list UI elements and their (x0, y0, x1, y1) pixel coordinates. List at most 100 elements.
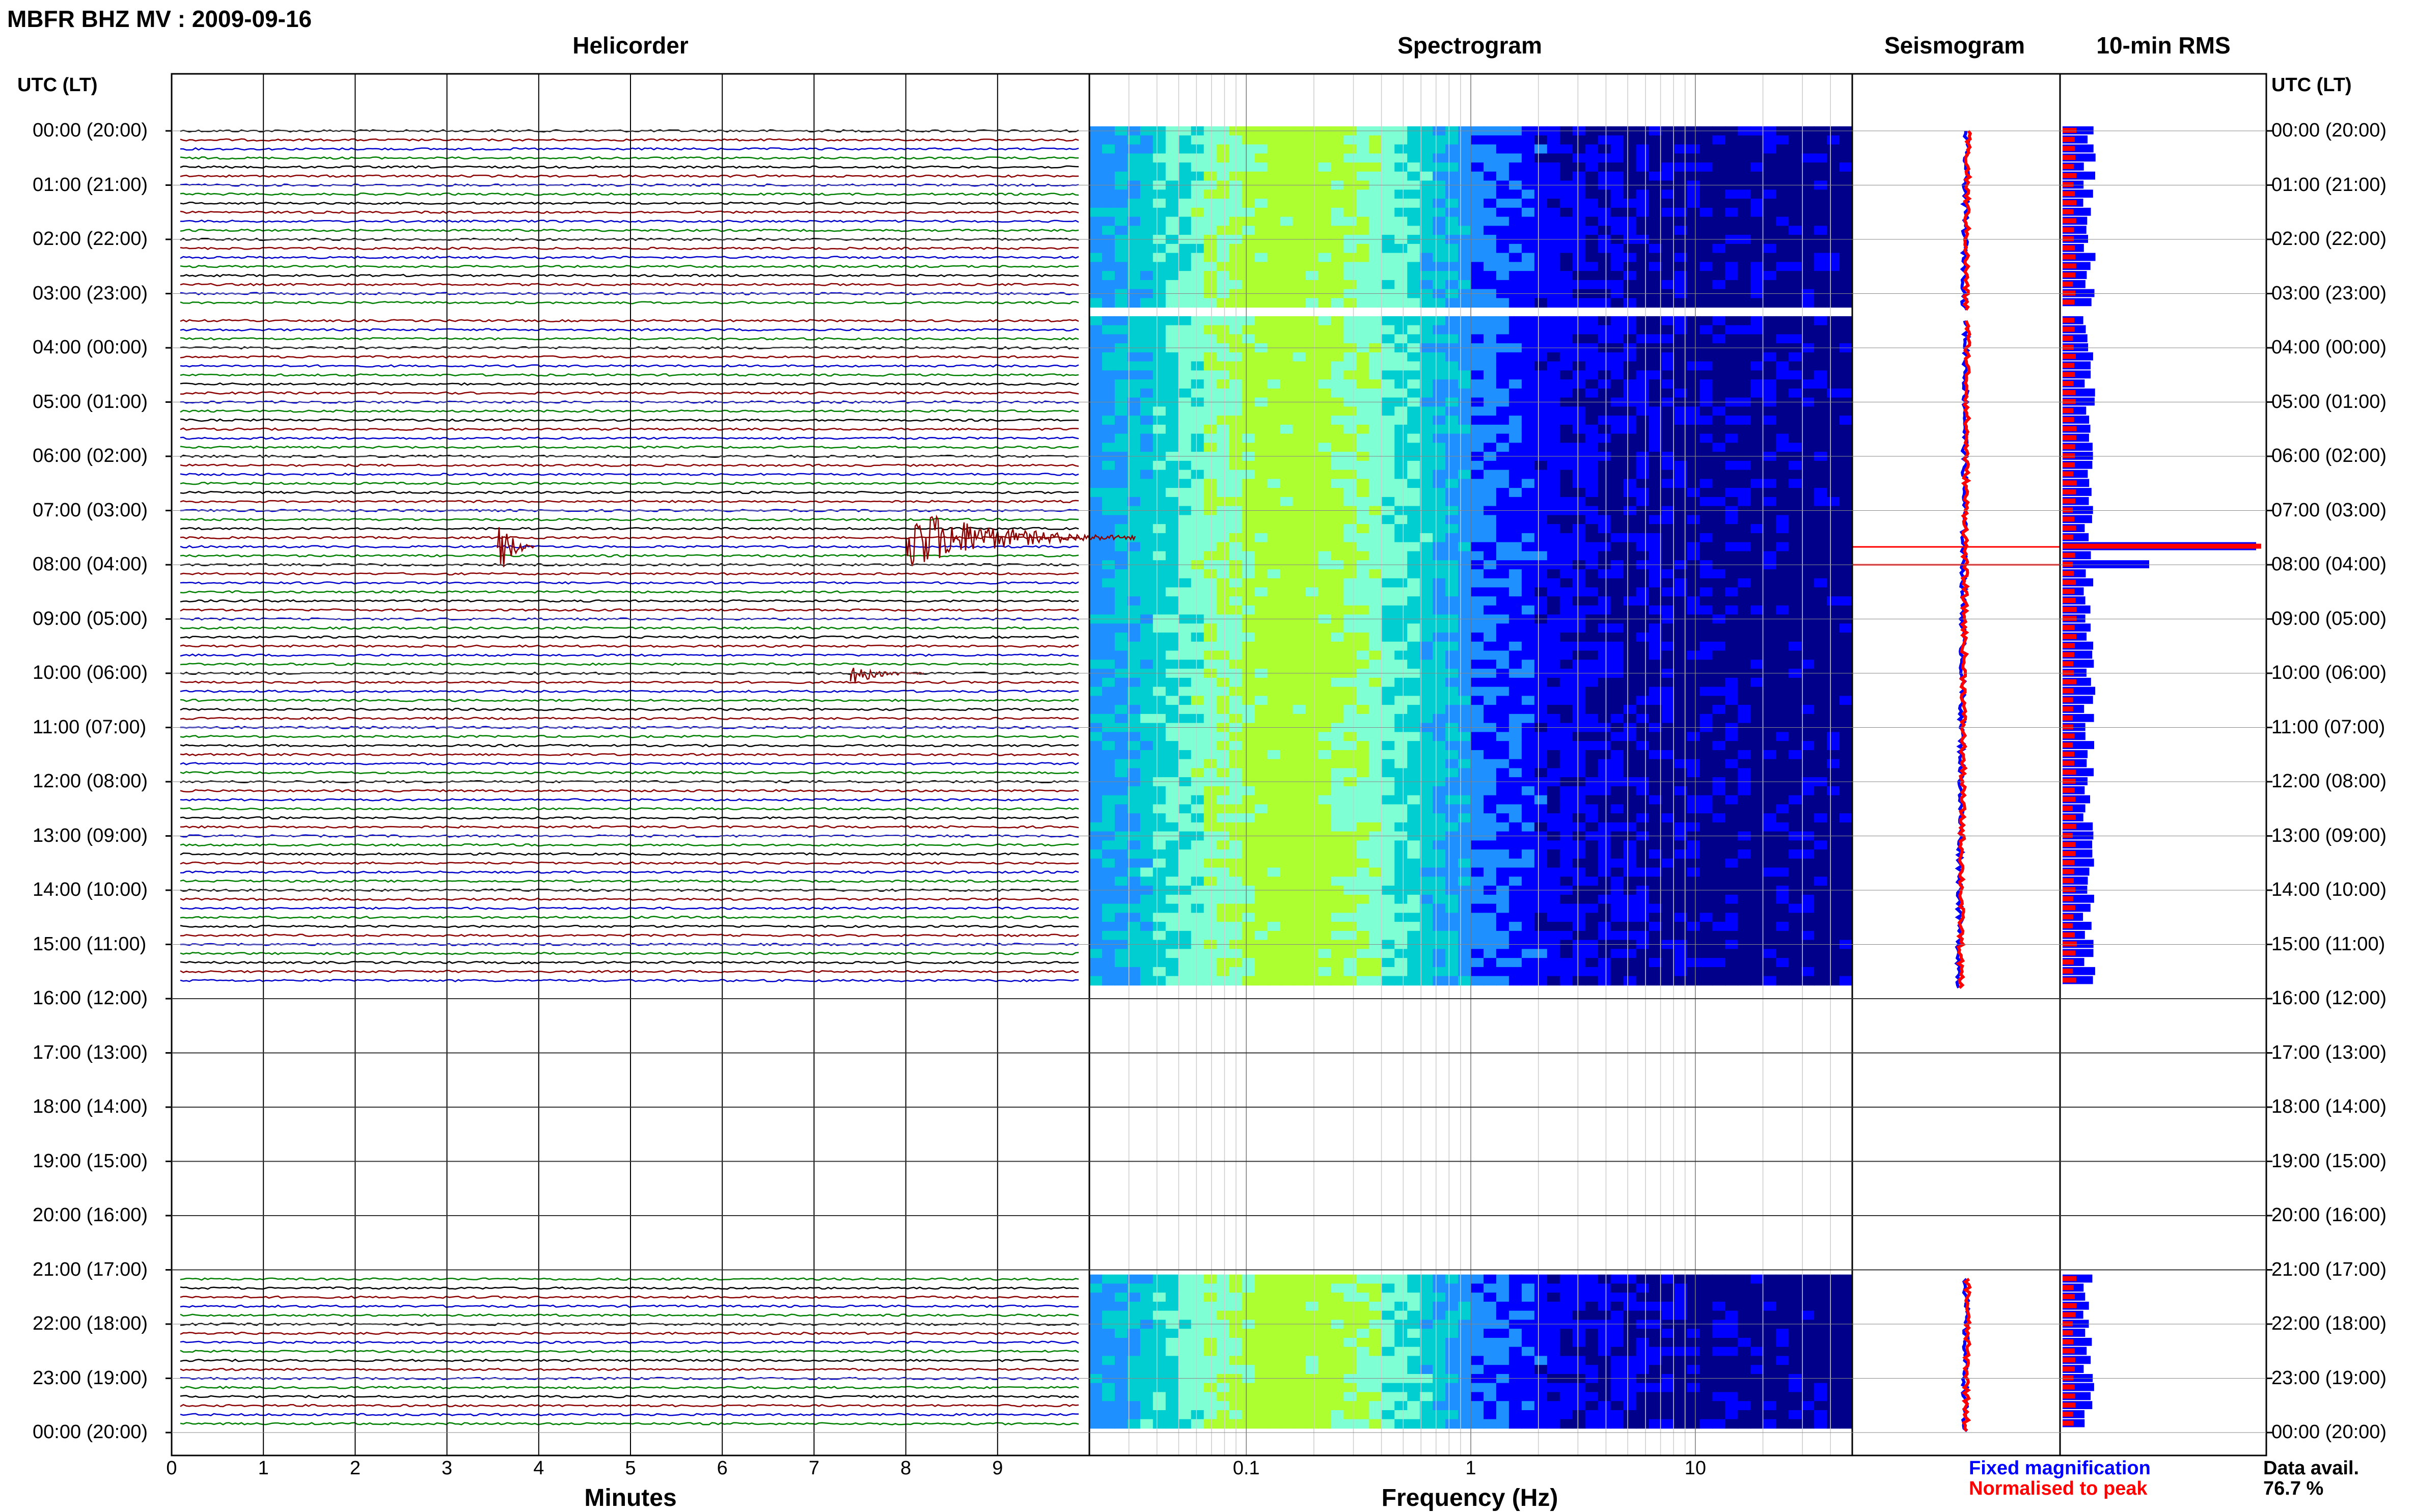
spectrogram-cell (1611, 741, 1624, 751)
spectrogram-cell (1369, 389, 1382, 398)
spectrogram-cell (1827, 759, 1840, 769)
spectrogram-cell (1217, 696, 1230, 705)
spectrogram-cell (1445, 172, 1459, 181)
spectrogram-cell (1178, 153, 1192, 163)
spectrogram-cell (1382, 651, 1395, 661)
spectrogram-cell (1204, 651, 1217, 661)
spectrogram-cell (1827, 750, 1840, 760)
spectrogram-cell (1191, 569, 1204, 579)
spectrogram-cell (1293, 271, 1306, 281)
spectrogram-cell (1191, 822, 1204, 832)
spectrogram-cell (1268, 253, 1281, 263)
spectrogram-cell (1178, 298, 1192, 308)
spectrogram-cell (1255, 280, 1268, 290)
spectrogram-cell (1102, 416, 1115, 425)
spectrogram-cell (1115, 434, 1128, 444)
spectrogram-cell (1356, 795, 1369, 805)
spectrogram-cell (1331, 262, 1344, 271)
spectrogram-cell (1369, 479, 1382, 488)
spectrogram-cell (1471, 189, 1484, 199)
spectrogram-cell (1343, 488, 1357, 498)
spectrogram-cell (1242, 135, 1255, 145)
spectrogram-cell (1789, 226, 1802, 235)
spectrogram-cell (1840, 416, 1853, 425)
spectrogram-cell (1369, 795, 1382, 805)
spectrogram-cell (1840, 153, 1853, 163)
spectrogram-cell (1204, 325, 1217, 335)
spectrogram-cell (1178, 253, 1192, 263)
spectrogram-cell (1699, 633, 1713, 642)
spectrogram-cell (1573, 334, 1586, 344)
spectrogram-cell (1433, 759, 1446, 769)
spectrogram-cell (1496, 786, 1510, 796)
spectrogram-cell (1827, 379, 1840, 389)
spectrogram-cell (1509, 217, 1522, 227)
spectrogram-cell (1191, 596, 1204, 606)
spectrogram-cell (1738, 678, 1751, 688)
spectrogram-cell (1827, 370, 1840, 380)
spectrogram-cell (1750, 488, 1764, 498)
spectrogram-cell (1509, 244, 1522, 254)
spectrogram-cell (1827, 551, 1840, 561)
spectrogram-cell (1217, 362, 1230, 371)
spectrogram-cell (1089, 705, 1103, 714)
spectrogram-cell (1827, 461, 1840, 471)
spectrogram-cell (1445, 470, 1459, 480)
spectrogram-cell (1814, 659, 1827, 669)
spectrogram-cell (1585, 497, 1599, 507)
spectrogram-cell (1725, 416, 1738, 425)
spectrogram-cell (1242, 659, 1255, 669)
spectrogram-cell (1293, 434, 1306, 444)
spectrogram-cell (1153, 379, 1166, 389)
spectrogram-cell (1089, 199, 1103, 208)
spectrogram-cell (1089, 370, 1103, 380)
spectrogram-cell (1814, 370, 1827, 380)
spectrogram-cell (1382, 262, 1395, 271)
spectrogram-cell (1280, 804, 1294, 814)
spectrogram-cell (1801, 497, 1815, 507)
spectrogram-cell (1509, 579, 1522, 588)
spectrogram-cell (1394, 153, 1408, 163)
spectrogram-cell (1776, 849, 1789, 859)
spectrogram-cell (1496, 859, 1510, 868)
spectrogram-cell (1204, 542, 1217, 552)
spectrogram-cell (1712, 135, 1725, 145)
spectrogram-cell (1522, 587, 1535, 597)
spectrogram-cell (1102, 868, 1115, 877)
spectrogram-cell (1611, 316, 1624, 326)
spectrogram-cell (1255, 479, 1268, 488)
spectrogram-cell (1356, 443, 1369, 452)
spectrogram-cell (1750, 696, 1764, 705)
spectrogram-cell (1217, 416, 1230, 425)
spectrogram-cell (1840, 606, 1853, 615)
spectrogram-cell (1738, 741, 1751, 751)
spectrogram-cell (1255, 488, 1268, 498)
spectrogram-cell (1407, 244, 1420, 254)
spectrogram-cell (1611, 280, 1624, 290)
spectrogram-cell (1776, 678, 1789, 688)
spectrogram-cell (1153, 208, 1166, 217)
spectrogram-cell (1140, 659, 1154, 669)
spectrogram-cell (1560, 145, 1573, 154)
spectrogram-cell (1204, 795, 1217, 805)
spectrogram-cell (1611, 587, 1624, 597)
spectrogram-cell (1343, 732, 1357, 741)
spectrogram-cell (1509, 434, 1522, 444)
spectrogram-cell (1343, 253, 1357, 263)
spectrogram-cell (1204, 714, 1217, 724)
spectrogram-cell (1725, 162, 1738, 172)
spectrogram-cell (1801, 280, 1815, 290)
spectrogram-cell (1801, 253, 1815, 263)
spectrogram-cell (1611, 868, 1624, 877)
spectrogram-cell (1471, 362, 1484, 371)
spectrogram-cell (1204, 488, 1217, 498)
spectrogram-cell (1305, 795, 1319, 805)
spectrogram-cell (1293, 651, 1306, 661)
spectrogram-cell (1382, 145, 1395, 154)
spectrogram-cell (1458, 379, 1471, 389)
spectrogram-cell (1089, 406, 1103, 416)
spectrogram-cell (1204, 859, 1217, 868)
spectrogram-cell (1738, 352, 1751, 362)
spectrogram-cell (1089, 280, 1103, 290)
spectrogram-cell (1382, 859, 1395, 868)
